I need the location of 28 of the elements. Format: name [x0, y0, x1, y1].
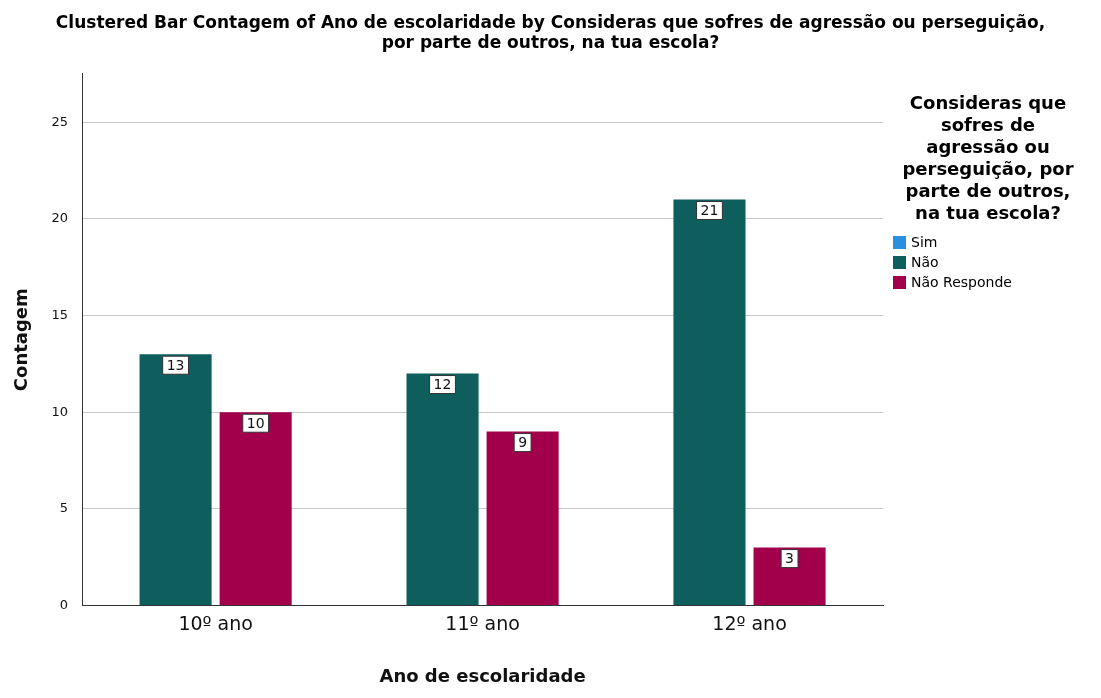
- data-label: 13: [166, 356, 185, 373]
- x-tick-label: 12º ano: [712, 611, 787, 634]
- y-tick-label: 0: [59, 596, 69, 612]
- y-tick-label: 10: [51, 403, 69, 419]
- legend-label: Não: [911, 254, 939, 270]
- data-label: 9: [518, 434, 528, 451]
- data-label: 21: [700, 202, 719, 219]
- x-tick-label: 10º ano: [178, 611, 253, 634]
- legend-label: Não Responde: [911, 274, 1012, 290]
- data-label: 3: [785, 550, 795, 567]
- legend-title: Consideras que sofres de agressão ou perseguição, por parte de outros, na tua escola?: [901, 92, 1075, 224]
- y-axis-title: Contagem: [10, 288, 32, 392]
- y-tick-label: 15: [51, 306, 69, 322]
- x-axis-title: Ano de escolaridade: [379, 664, 586, 686]
- chart-title: Clustered Bar Contagem of Ano de escolaridade by Consideras que sofres de agressão ou perseguição, por parte de outros, na tua escola?: [54, 11, 1047, 52]
- data-label: 12: [433, 376, 452, 393]
- x-tick-label: 11º ano: [445, 611, 520, 634]
- bar: [673, 199, 746, 606]
- y-tick-label: 5: [59, 500, 69, 516]
- bar: [139, 354, 212, 606]
- y-tick-label: 20: [51, 210, 69, 226]
- data-label: 10: [246, 414, 265, 431]
- bar: [486, 431, 559, 606]
- legend-label: Sim: [911, 234, 938, 250]
- bar: [406, 373, 479, 606]
- bar: [219, 412, 292, 606]
- bar: [753, 547, 826, 606]
- y-tick-label: 25: [51, 113, 69, 129]
